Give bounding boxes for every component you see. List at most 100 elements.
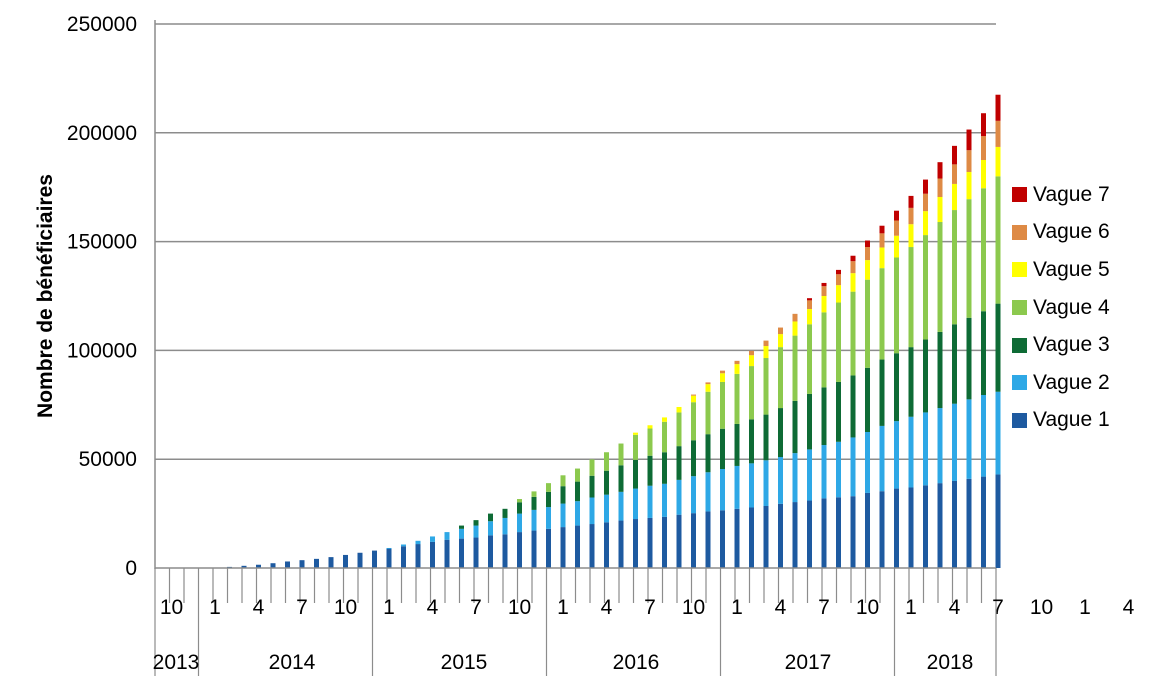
bar-segment-vague-1	[299, 560, 305, 568]
bar-segment-vague-2	[778, 457, 783, 504]
bar-segment-vague-5	[937, 196, 943, 223]
x-month-label: 7	[818, 596, 830, 619]
bar-segment-vague-6	[995, 120, 1001, 147]
bar-segment-vague-3	[546, 491, 551, 508]
bar-segment-vague-1	[647, 517, 653, 568]
bar-segment-vague-1	[691, 513, 696, 568]
bar-segment-vague-5	[662, 417, 667, 422]
legend-label: Vague 6	[1033, 220, 1110, 244]
bar-segment-vague-5	[749, 355, 754, 367]
bar-segment-vague-2	[691, 476, 696, 514]
bar-segment-vague-6	[778, 327, 783, 335]
bar-segment-vague-1	[401, 546, 406, 568]
bar-segment-vague-1	[778, 503, 783, 568]
bar-segment-vague-2	[546, 507, 551, 529]
bar-segment-vague-2	[749, 463, 754, 508]
bar-segment-vague-4	[821, 312, 827, 388]
bar-segment-vague-3	[705, 434, 711, 473]
bar-segment-vague-3	[778, 408, 783, 458]
bar-segment-vague-4	[792, 335, 798, 401]
bar-segment-vague-5	[923, 211, 928, 236]
bar-segment-vague-4	[850, 291, 856, 376]
bar-segment-vague-1	[662, 516, 667, 568]
legend-swatch	[1012, 224, 1027, 240]
bar-segment-vague-1	[720, 510, 725, 568]
bar-segment-vague-1	[517, 532, 522, 568]
x-month-label: 1	[731, 596, 743, 619]
bar-segment-vague-2	[604, 494, 609, 523]
bar-segment-vague-5	[850, 273, 856, 292]
x-month-label: 4	[253, 596, 265, 619]
bar-segment-vague-3	[923, 339, 928, 413]
bar-segment-vague-5	[981, 160, 986, 189]
legend-swatch	[1012, 412, 1027, 428]
bar-segment-vague-3	[459, 525, 464, 529]
bar-segment-vague-4	[633, 434, 638, 460]
bar-segment-vague-5	[836, 285, 841, 303]
bar-segment-vague-7	[981, 113, 986, 137]
bar-segment-vague-6	[691, 394, 696, 396]
bar-segment-vague-4	[691, 402, 696, 441]
bar-segment-vague-6	[908, 207, 914, 225]
bar-segment-vague-4	[618, 443, 624, 466]
bar-segment-vague-7	[865, 240, 870, 248]
bar-segment-vague-7	[807, 298, 812, 301]
bar-segment-vague-1	[618, 520, 624, 568]
bar-segment-vague-2	[836, 441, 841, 498]
bar-segment-vague-5	[995, 146, 1001, 177]
bar-segment-vague-1	[937, 483, 943, 568]
legend-label: Vague 2	[1033, 370, 1110, 394]
bar-segment-vague-1	[357, 552, 363, 568]
y-axis-label: Nombre de bénéficiaires	[34, 174, 57, 418]
bar-segment-vague-3	[821, 387, 827, 446]
bar-segment-vague-1	[372, 550, 377, 568]
bar-segment-vague-1	[995, 474, 1001, 568]
bar-segment-vague-1	[488, 535, 493, 568]
y-axis: 0 50000 100000 150000 200000 250000	[67, 13, 156, 580]
bar-segment-vague-2	[923, 412, 928, 486]
bar-segment-vague-5	[720, 373, 725, 382]
bar-segment-vague-6	[937, 178, 943, 197]
x-month-label: 10	[334, 596, 357, 619]
bar-segment-vague-6	[894, 220, 899, 236]
bar-segment-vague-1	[966, 478, 972, 568]
x-month-label: 10	[160, 596, 183, 619]
bar-segment-vague-6	[966, 150, 972, 172]
bar-segment-vague-3	[749, 419, 754, 464]
x-axis: 1014710147101471014710147101472013201420…	[153, 567, 1135, 676]
bar-segment-vague-1	[734, 508, 740, 568]
x-month-label: 4	[1123, 596, 1135, 619]
y-tick-label: 100000	[67, 339, 137, 362]
bar-segment-vague-3	[676, 446, 682, 480]
bar-segment-vague-7	[937, 162, 943, 179]
bar-segment-vague-7	[908, 195, 914, 208]
bar-segment-vague-2	[444, 532, 450, 540]
x-month-label: 10	[682, 596, 705, 619]
bar-segment-vague-3	[517, 502, 522, 514]
bar-segment-vague-3	[981, 311, 986, 396]
bar-segment-vague-2	[937, 408, 943, 484]
bar-segment-vague-4	[966, 199, 972, 318]
bar-segment-vague-7	[836, 269, 841, 275]
bar-segment-vague-2	[415, 540, 421, 545]
bar-segment-vague-5	[807, 309, 812, 325]
bars	[227, 94, 1001, 568]
bar-segment-vague-4	[807, 324, 812, 394]
bar-segment-vague-3	[836, 381, 841, 442]
bar-segment-vague-4	[981, 188, 986, 312]
legend-item-vague-6: Vague 6	[1012, 214, 1160, 252]
gridlines	[155, 23, 996, 460]
bar-segment-vague-4	[560, 475, 566, 487]
bar-segment-vague-2	[865, 432, 870, 493]
bar-segment-vague-2	[560, 503, 566, 528]
bar-segment-vague-6	[720, 370, 725, 374]
bar-segment-vague-1	[589, 524, 595, 568]
bar-segment-vague-1	[821, 498, 827, 568]
bar-segment-vague-4	[923, 235, 928, 340]
bar-segment-vague-5	[879, 247, 885, 269]
bar-segment-vague-2	[734, 465, 740, 509]
x-month-label: 1	[209, 596, 221, 619]
legend-item-vague-1: Vague 1	[1012, 402, 1160, 440]
x-month-label: 7	[296, 596, 308, 619]
legend: Vague 7 Vague 6 Vague 5 Vague 4 Vague 3 Vague…	[1012, 176, 1160, 439]
